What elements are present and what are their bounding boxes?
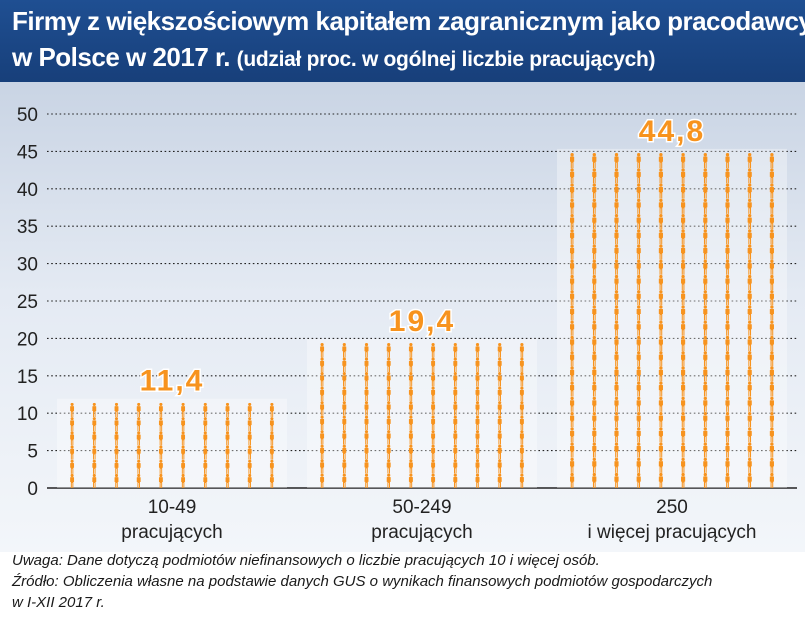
- chart-header: Firmy z większościowym kapitałem zagrani…: [0, 0, 805, 82]
- x-tick-label: pracujących: [371, 522, 472, 543]
- x-tick-label: pracujących: [121, 522, 222, 543]
- value-label-1: 11,4: [140, 365, 205, 398]
- y-tick-label: 5: [27, 442, 38, 463]
- bar-3: [557, 148, 787, 489]
- bar-panel: [307, 338, 537, 488]
- y-tick-label: 10: [17, 404, 38, 425]
- bar-2: [307, 338, 537, 489]
- source-text-line1: Źródło: Obliczenia własne na podstawie d…: [12, 573, 713, 590]
- y-tick-label: 50: [17, 105, 38, 126]
- y-tick-label: 40: [17, 180, 38, 201]
- chart-backdrop: [0, 82, 805, 552]
- note-text: Uwaga: Dane dotyczą podmiotów niefinanso…: [12, 552, 600, 569]
- bar-panel: [57, 398, 287, 488]
- y-tick-label: 45: [17, 142, 38, 163]
- x-tick-label: 10-49: [148, 497, 197, 518]
- chart-subtitle: (udział proc. w ogólnej liczbie pracując…: [236, 48, 656, 71]
- bar-chart: 0 5 10 15 20 25 30 35 40 45 50 11,4 10-49 pracującyc…: [17, 105, 797, 543]
- y-tick-label: 20: [17, 329, 38, 350]
- y-tick-label: 0: [27, 479, 38, 500]
- y-tick-label: 15: [17, 367, 38, 388]
- y-tick-label: 30: [17, 255, 38, 276]
- source-text-line2: w I-XII 2017 r.: [12, 594, 105, 611]
- chart-title-main: w Polsce w 2017 r.: [12, 42, 230, 72]
- chart-title-line1: Firmy z większościowym kapitałem zagrani…: [12, 6, 805, 36]
- chart-notes: Uwaga: Dane dotyczą podmiotów niefinanso…: [12, 550, 797, 613]
- bar-panel: [557, 148, 787, 488]
- chart-title-line2: w Polsce w 2017 r. (udział proc. w ogóln…: [12, 42, 656, 73]
- x-tick-label: 50-249: [392, 497, 451, 518]
- value-label-2: 19,4: [389, 305, 455, 338]
- x-tick-label: 250: [656, 497, 688, 518]
- y-tick-label: 25: [17, 292, 38, 313]
- y-tick-label: 35: [17, 217, 38, 238]
- value-label-3: 44,8: [639, 115, 705, 148]
- x-tick-label: i więcej pracujących: [588, 522, 757, 543]
- bar-1: [57, 398, 287, 489]
